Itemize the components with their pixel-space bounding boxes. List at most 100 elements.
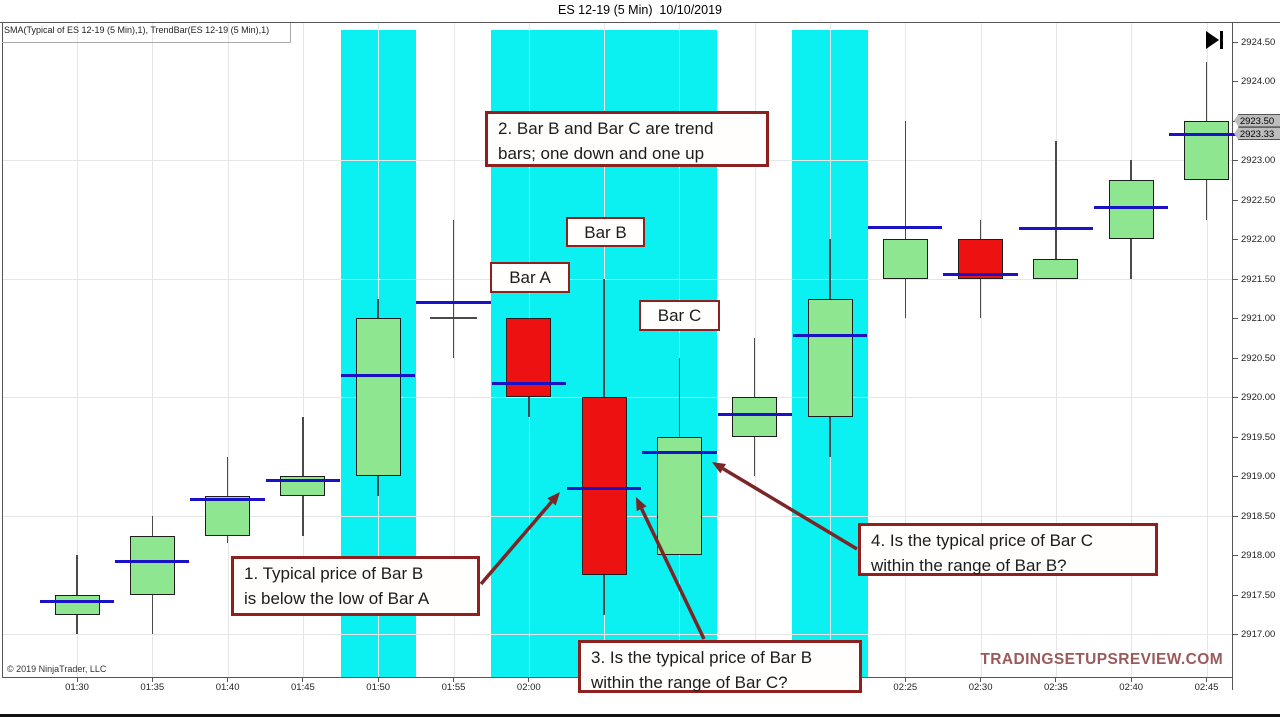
x-tick (980, 677, 982, 682)
y-tick (1232, 357, 1238, 359)
annotation-text-line: within the range of Bar B? (871, 556, 1067, 575)
candle-body-02:40 (1108, 180, 1154, 240)
x-tick (904, 677, 906, 682)
y-tick (1232, 41, 1238, 43)
skip-to-latest-bar-icon[interactable] (1206, 31, 1223, 49)
y-tick-label: 2918.50 (1241, 510, 1276, 522)
sma-typical-line (39, 599, 115, 603)
candle-body-02:00 (506, 318, 552, 398)
plot-frame-right (1232, 22, 1233, 690)
copyright-notice: © 2019 NinjaTrader, LLC (7, 664, 107, 674)
annotation-note-1[interactable]: 1. Typical price of Bar B is below the lo… (231, 556, 480, 616)
price-marker-tag: 2923.50 (1234, 113, 1280, 127)
gridline-v (1206, 22, 1208, 677)
annotation-bar-b-label[interactable]: Bar B (566, 217, 645, 247)
x-tick (151, 677, 153, 682)
y-tick-label: 2924.00 (1241, 76, 1276, 88)
x-tick-label: 02:30 (968, 682, 993, 693)
sma-typical-line (341, 373, 416, 377)
annotation-text-line: Bar B (584, 222, 627, 242)
annotation-text-line: 1. Typical price of Bar B (244, 564, 424, 583)
annotation-bar-a-label[interactable]: Bar A (490, 262, 570, 293)
y-tick-label: 2922.50 (1241, 194, 1276, 206)
x-tick-label: 01:35 (140, 682, 165, 693)
annotation-text-line: Bar A (509, 268, 551, 287)
y-tick-label: 2917.50 (1241, 589, 1276, 601)
candle-body-01:35 (129, 535, 175, 595)
y-tick-label: 2919.50 (1241, 431, 1276, 443)
x-tick-label: 02:00 (516, 682, 541, 693)
y-tick (1232, 476, 1238, 478)
y-tick (1232, 634, 1238, 636)
x-tick-label: 01:45 (291, 682, 315, 693)
x-tick-label: 01:40 (215, 682, 240, 693)
y-tick-label: 2921.00 (1241, 313, 1276, 325)
y-tick-label: 2918.00 (1241, 550, 1276, 562)
candle-body-02:20 (807, 298, 853, 417)
y-tick-label: 2924.50 (1241, 36, 1276, 48)
candle-body-02:15 (732, 397, 778, 437)
x-tick (1055, 677, 1057, 682)
y-tick (1232, 436, 1238, 438)
annotation-text-line: is below the low of Bar A (244, 589, 430, 608)
watermark: TRADINGSETUPSREVIEW.COM (980, 651, 1223, 668)
x-tick-label: 01:55 (441, 682, 466, 693)
candle-openclose-cross (430, 317, 477, 320)
candle-wick (1055, 140, 1057, 279)
annotation-text-line: 3. Is the typical price of Bar B (591, 648, 813, 667)
gridline-v (1131, 22, 1133, 677)
candle-body-02:05 (581, 397, 627, 575)
annotation-text-line: bars; one down and one up (498, 144, 705, 163)
y-tick (1232, 160, 1238, 162)
annotation-bar-c-label[interactable]: Bar C (639, 300, 720, 331)
sma-typical-line (265, 478, 341, 482)
y-tick-label: 2917.00 (1241, 629, 1276, 641)
sma-typical-line (868, 225, 943, 229)
x-tick (528, 677, 530, 682)
sma-typical-line (717, 413, 792, 417)
x-tick (453, 677, 454, 682)
annotation-text-line: 2. Bar B and Bar C are trend (498, 119, 714, 138)
annotation-note-4[interactable]: 4. Is the typical price of Bar C within t… (858, 523, 1158, 576)
candle-body-01:30 (54, 594, 100, 615)
sma-typical-line (566, 486, 642, 490)
x-tick-label: 02:35 (1044, 682, 1068, 693)
x-tick (1130, 677, 1132, 682)
gridline-h (2, 278, 1232, 280)
plot-frame-top (0, 22, 1280, 23)
y-tick (1232, 515, 1238, 517)
candle-wick (904, 120, 907, 319)
sma-typical-line (190, 498, 265, 502)
gridline-v (302, 22, 304, 677)
gridline-h (2, 634, 1232, 636)
x-tick-label: 02:25 (893, 682, 918, 693)
candle-body-02:10 (656, 436, 702, 556)
indicator-label: SMA(Typical of ES 12-19 (5 Min),1), Tren… (2, 23, 291, 43)
x-tick-label: 02:45 (1194, 682, 1219, 693)
candle-wick (452, 219, 455, 358)
x-tick (76, 677, 78, 682)
sma-typical-line (115, 560, 190, 564)
y-tick (1232, 199, 1238, 201)
y-tick (1232, 278, 1238, 280)
x-tick (377, 677, 379, 682)
y-tick-label: 2921.50 (1241, 273, 1276, 285)
x-tick (1206, 677, 1207, 682)
gridline-v (227, 22, 229, 677)
chart-title: ES 12-19 (5 Min) 10/10/2019 (558, 3, 722, 17)
gridline-v (679, 22, 681, 677)
y-tick-label: 2922.00 (1241, 234, 1276, 246)
annotation-note-2[interactable]: 2. Bar B and Bar C are trend bars; one do… (485, 111, 769, 167)
annotation-note-3[interactable]: 3. Is the typical price of Bar B within t… (578, 640, 862, 693)
gridline-v (980, 22, 982, 677)
annotation-text-line: within the range of Bar C? (591, 673, 788, 692)
sma-typical-line (642, 451, 717, 455)
candle-body-02:35 (1033, 259, 1079, 279)
y-tick (1232, 594, 1238, 596)
gridline-v (1055, 22, 1057, 677)
plot-frame-left (2, 22, 3, 677)
candle-body-01:50 (355, 318, 401, 477)
